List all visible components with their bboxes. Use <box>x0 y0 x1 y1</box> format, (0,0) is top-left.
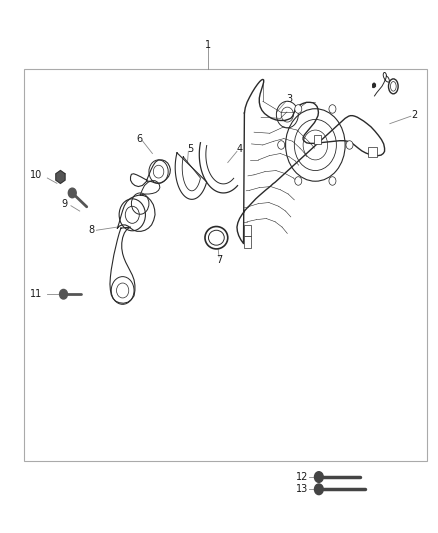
Bar <box>244 225 251 236</box>
Circle shape <box>68 188 76 198</box>
Bar <box>314 135 321 144</box>
Circle shape <box>314 484 323 495</box>
Polygon shape <box>131 174 147 187</box>
Text: 8: 8 <box>88 225 94 235</box>
Text: 6: 6 <box>136 134 142 143</box>
Text: 2: 2 <box>411 110 417 119</box>
Text: 10: 10 <box>30 170 42 180</box>
Bar <box>244 236 251 248</box>
Polygon shape <box>110 227 135 303</box>
Polygon shape <box>140 181 160 195</box>
Circle shape <box>314 472 323 482</box>
Circle shape <box>329 177 336 185</box>
Polygon shape <box>147 160 170 183</box>
Circle shape <box>278 141 285 149</box>
Polygon shape <box>117 195 155 231</box>
Text: 1: 1 <box>205 41 211 50</box>
Text: 12: 12 <box>296 472 308 482</box>
Text: 3: 3 <box>286 94 292 103</box>
Polygon shape <box>56 171 65 183</box>
Bar <box>368 147 377 157</box>
Polygon shape <box>175 153 207 199</box>
Polygon shape <box>237 79 385 244</box>
Text: 4: 4 <box>237 144 243 154</box>
Text: 7: 7 <box>216 255 222 265</box>
Circle shape <box>346 141 353 149</box>
Ellipse shape <box>205 227 228 249</box>
Text: 11: 11 <box>30 289 42 299</box>
Polygon shape <box>199 143 237 193</box>
Circle shape <box>60 289 67 299</box>
Bar <box>24 69 427 461</box>
Text: 5: 5 <box>187 144 194 154</box>
Text: 9: 9 <box>62 199 68 208</box>
Circle shape <box>329 104 336 113</box>
Circle shape <box>295 104 302 113</box>
Polygon shape <box>373 83 375 87</box>
Text: 13: 13 <box>296 484 308 494</box>
Circle shape <box>295 177 302 185</box>
